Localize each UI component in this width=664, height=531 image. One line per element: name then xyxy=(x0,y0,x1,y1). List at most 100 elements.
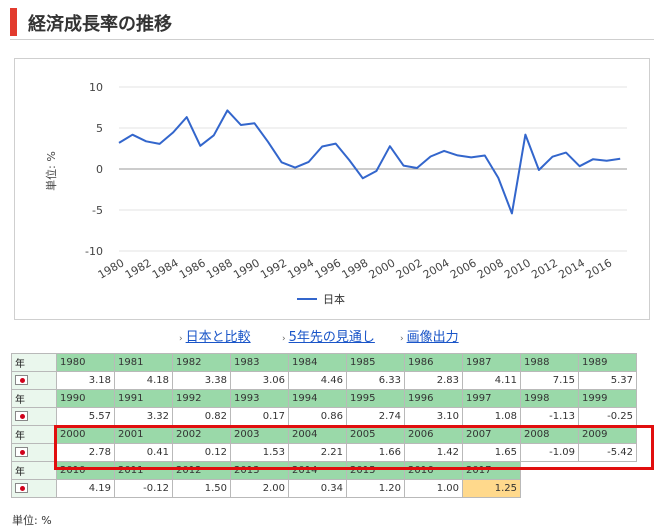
x-tick-label: 1994 xyxy=(285,256,316,281)
japan-flag-icon xyxy=(15,375,28,385)
year-cell: 2010 xyxy=(56,461,115,480)
japan-flag-icon xyxy=(15,483,28,493)
year-cell: 1980 xyxy=(56,353,115,372)
x-tick-label: 1986 xyxy=(177,256,208,281)
year-cell: 2003 xyxy=(230,425,289,444)
japan-flag-icon xyxy=(15,447,28,457)
section-header: 経済成長率の推移 xyxy=(10,6,654,40)
empty-cell xyxy=(579,480,637,498)
year-label: 年 xyxy=(11,353,57,372)
value-cell: 1.25 xyxy=(462,479,521,498)
y-axis-label: 単位: % xyxy=(44,151,58,191)
x-tick-label: 2012 xyxy=(529,256,560,281)
value-cell: 1.50 xyxy=(172,479,231,498)
y-tick-label: 0 xyxy=(96,163,103,176)
chevron-right-icon: › xyxy=(179,334,183,344)
x-tick-label: 1984 xyxy=(150,256,181,281)
x-tick-label: 1996 xyxy=(312,256,343,281)
x-tick-label: 2002 xyxy=(394,256,425,281)
year-row: 年 2000 2001 2002 2003 2004 2005 2006 2007 2008 200… xyxy=(11,425,637,444)
value-cell: 2.00 xyxy=(230,479,289,498)
image-export-link[interactable]: › 画像出力 xyxy=(400,326,459,345)
value-cell: 1.53 xyxy=(230,443,289,462)
x-tick-label: 1992 xyxy=(258,256,289,281)
value-cell: 7.15 xyxy=(520,371,579,390)
year-label: 年 xyxy=(11,389,57,408)
x-tick-label: 2008 xyxy=(475,256,506,281)
year-label: 年 xyxy=(11,425,57,444)
year-cell: 2006 xyxy=(404,425,463,444)
chart-links: › 日本と比較 › 5年先の見通し › 画像出力 xyxy=(0,326,664,345)
value-cell: 3.10 xyxy=(404,407,463,426)
empty-cell xyxy=(579,462,637,480)
x-tick-label: 1990 xyxy=(231,256,262,281)
x-tick-label: 2014 xyxy=(556,256,587,281)
year-cell: 2002 xyxy=(172,425,231,444)
unit-label: 単位: % xyxy=(12,514,52,527)
x-tick-label: 2006 xyxy=(448,256,479,281)
value-cell: -1.13 xyxy=(520,407,579,426)
y-tick-label: 5 xyxy=(96,122,103,135)
x-tick-label: 2000 xyxy=(367,256,398,281)
year-cell: 1995 xyxy=(346,389,405,408)
value-cell: 3.06 xyxy=(230,371,289,390)
value-row: 2.78 0.41 0.12 1.53 2.21 1.66 1.42 1.65 -1.09 -5.… xyxy=(11,443,637,462)
year-label: 年 xyxy=(11,461,57,480)
gdp-growth-chart: 10 5 0 -5 -10 単位: % 1980 1982 1984 1986 1988 1990 19… xyxy=(14,58,650,320)
value-cell: -0.25 xyxy=(578,407,637,426)
year-cell: 1996 xyxy=(404,389,463,408)
value-row: 3.18 4.18 3.38 3.06 4.46 6.33 2.83 4.11 7.15 5.37 xyxy=(11,371,637,390)
year-cell: 1984 xyxy=(288,353,347,372)
value-cell: 1.42 xyxy=(404,443,463,462)
year-cell: 1997 xyxy=(462,389,521,408)
compare-with-japan-link[interactable]: › 日本と比較 xyxy=(179,326,251,345)
y-tick-label: -5 xyxy=(92,204,103,217)
image-export-label: 画像出力 xyxy=(406,330,459,345)
empty-cell xyxy=(521,462,579,480)
year-cell: 2011 xyxy=(114,461,173,480)
value-cell: 0.34 xyxy=(288,479,347,498)
value-cell: 3.32 xyxy=(114,407,173,426)
year-cell: 1993 xyxy=(230,389,289,408)
value-cell: 2.74 xyxy=(346,407,405,426)
legend-label: 日本 xyxy=(323,292,345,306)
year-row: 年 1990 1991 1992 1993 1994 1995 1996 1997 1998 199… xyxy=(11,389,637,408)
x-tick-label: 1982 xyxy=(123,256,154,281)
compare-with-japan-label: 日本と比較 xyxy=(185,330,251,345)
year-cell: 2015 xyxy=(346,461,405,480)
value-cell: 0.12 xyxy=(172,443,231,462)
value-cell: -5.42 xyxy=(578,443,637,462)
x-tick-label: 2010 xyxy=(502,256,533,281)
value-cell: 5.57 xyxy=(56,407,115,426)
value-cell: 0.41 xyxy=(114,443,173,462)
year-cell: 1991 xyxy=(114,389,173,408)
value-cell: 4.46 xyxy=(288,371,347,390)
year-row: 年 1980 1981 1982 1983 1984 1985 1986 1987 1988 198… xyxy=(11,353,637,372)
year-cell: 1994 xyxy=(288,389,347,408)
year-cell: 2000 xyxy=(56,425,115,444)
value-cell: 2.78 xyxy=(56,443,115,462)
year-cell: 1988 xyxy=(520,353,579,372)
value-row: 5.57 3.32 0.82 0.17 0.86 2.74 3.10 1.08 -1.13 -0.… xyxy=(11,407,637,426)
five-year-outlook-link[interactable]: › 5年先の見通し xyxy=(282,326,375,345)
value-cell: 4.19 xyxy=(56,479,115,498)
year-cell: 2014 xyxy=(288,461,347,480)
value-cell: 4.18 xyxy=(114,371,173,390)
value-cell: 6.33 xyxy=(346,371,405,390)
value-cell: 0.86 xyxy=(288,407,347,426)
year-cell: 2001 xyxy=(114,425,173,444)
flag-cell xyxy=(11,479,57,498)
year-cell: 2007 xyxy=(462,425,521,444)
chevron-right-icon: › xyxy=(282,334,286,344)
value-cell: -1.09 xyxy=(520,443,579,462)
year-cell: 1981 xyxy=(114,353,173,372)
flag-cell xyxy=(11,443,57,462)
value-cell: 2.21 xyxy=(288,443,347,462)
y-tick-label: 10 xyxy=(89,81,103,94)
value-cell: 0.17 xyxy=(230,407,289,426)
value-cell: 3.18 xyxy=(56,371,115,390)
value-cell: 1.66 xyxy=(346,443,405,462)
value-cell: 1.65 xyxy=(462,443,521,462)
year-cell: 2016 xyxy=(404,461,463,480)
